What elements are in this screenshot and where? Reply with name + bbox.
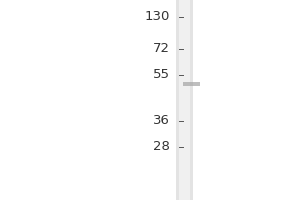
Text: 72: 72 [152,43,170,55]
Text: 36: 36 [153,114,169,128]
Text: 28: 28 [153,140,169,154]
FancyBboxPatch shape [190,0,193,200]
Text: 130: 130 [144,10,170,23]
FancyBboxPatch shape [176,0,193,200]
FancyBboxPatch shape [183,82,200,86]
FancyBboxPatch shape [176,0,179,200]
Text: 55: 55 [152,68,170,82]
